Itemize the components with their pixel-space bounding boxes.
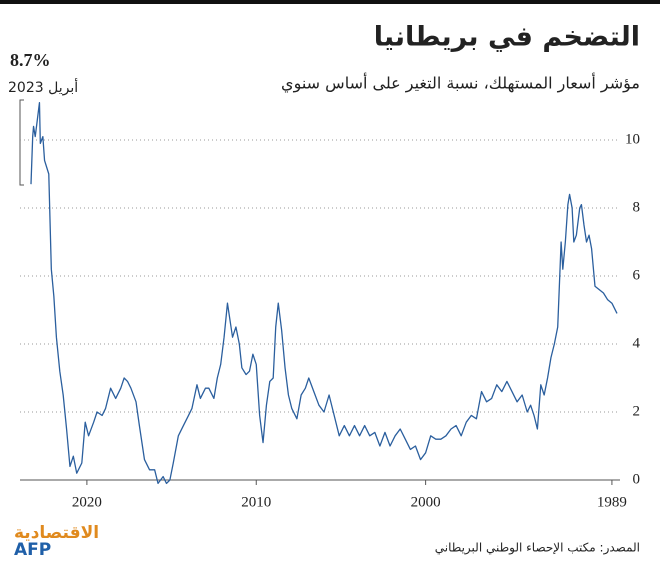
x-tick-label: 2000	[411, 494, 441, 510]
chart-title: التضخم في بريطانيا	[374, 22, 640, 53]
x-tick-label: 2020	[72, 494, 102, 510]
x-tick-label: 2010	[241, 494, 271, 510]
y-tick-label: 6	[633, 267, 641, 283]
top-bar	[0, 0, 660, 4]
logo-brand: الاقتصادية	[14, 523, 99, 543]
x-tick-label: 1989	[597, 494, 627, 510]
y-tick-label: 10	[625, 131, 640, 147]
chart-subtitle: مؤشر أسعار المستهلك، نسبة التغير على أسا…	[281, 73, 640, 94]
annotation-bracket	[19, 99, 24, 186]
y-tick-label: 4	[633, 335, 641, 351]
y-tick-label: 0	[633, 471, 641, 487]
logo-agency: AFP	[14, 540, 51, 560]
source: المصدر: مكتب الإحصاء الوطني البريطاني	[435, 541, 640, 556]
data-line	[30, 101, 618, 485]
y-tick-label: 8	[633, 199, 641, 215]
y-tick-label: 2	[633, 403, 641, 419]
annotation-value: 8.7%	[10, 50, 51, 70]
annotation-date: أبريل 2023	[8, 78, 78, 96]
